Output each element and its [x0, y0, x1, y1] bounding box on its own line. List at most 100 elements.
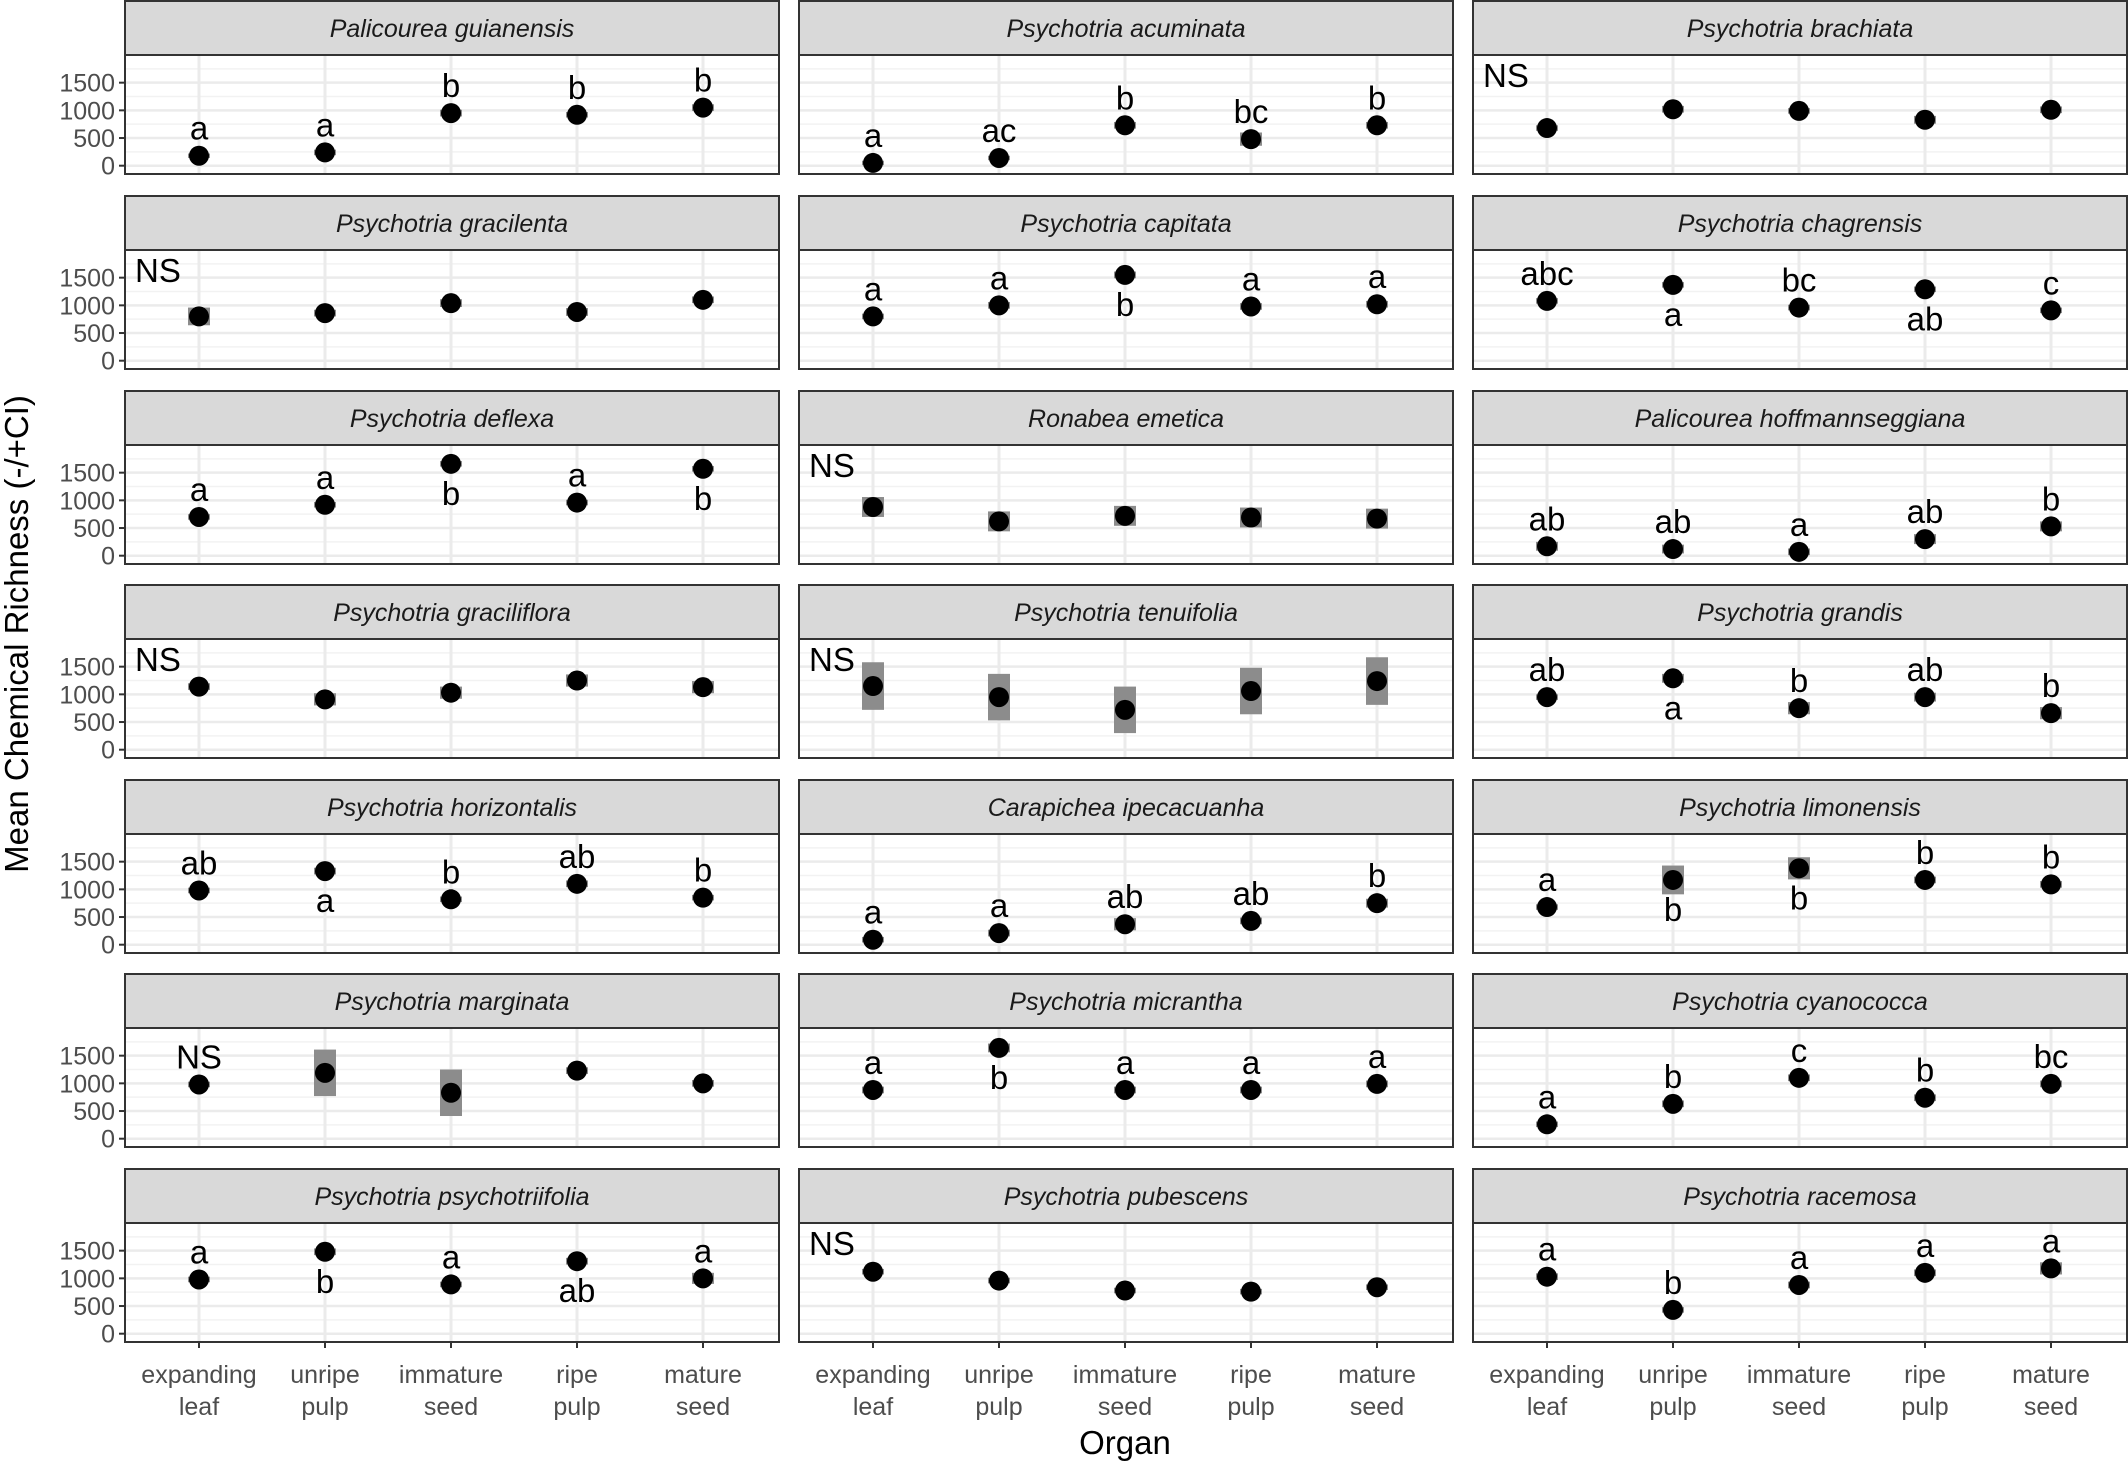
facet-title: Psychotria chagrensis: [1678, 210, 1923, 238]
significance-letter: a: [864, 1044, 883, 1081]
x-tick-label-line: immature: [1073, 1361, 1177, 1389]
significance-letter: a: [1538, 1078, 1557, 1115]
significance-letter: a: [864, 270, 883, 307]
significance-letter: a: [1368, 258, 1387, 295]
x-axis-title: Organ: [1079, 1424, 1171, 1461]
data-point: [315, 1241, 335, 1262]
panel-border: [1472, 249, 2128, 370]
panel-border: [1472, 638, 2128, 759]
x-tick-label: unripe pulp: [964, 1361, 1034, 1421]
data-point: [693, 458, 713, 479]
significance-letter: a: [864, 894, 883, 931]
panel-border: [798, 444, 1454, 565]
x-tick-label: immature seed: [1747, 1361, 1851, 1421]
data-point: [863, 152, 883, 173]
facet-panel: Psychotria micrantha a b a a a: [798, 973, 1454, 1148]
significance-letter: ab: [1107, 878, 1144, 915]
data-point: [693, 97, 713, 118]
data-point: [693, 677, 713, 698]
data-point: [189, 306, 209, 327]
data-point: [1241, 1281, 1261, 1302]
significance-letter: b: [1116, 79, 1134, 116]
panel-border: [124, 833, 780, 954]
significance-letter: NS: [809, 641, 855, 678]
significance-letter: ab: [1907, 300, 1944, 337]
y-tick-label: 500: [73, 904, 115, 932]
significance-letter: a: [316, 882, 335, 919]
x-tick-label-line: ripe: [1230, 1361, 1272, 1389]
y-tick-label: 1000: [59, 487, 115, 515]
significance-letter: ab: [559, 1272, 596, 1309]
significance-letter: b: [2042, 480, 2060, 517]
significance-letter: b: [1664, 1264, 1682, 1301]
data-point: [1663, 1299, 1683, 1320]
significance-letter: a: [990, 887, 1009, 924]
significance-letter: a: [190, 110, 209, 147]
y-tick-label: 1500: [59, 460, 115, 488]
significance-letter: c: [2043, 264, 2060, 301]
x-tick-label: immature seed: [399, 1361, 503, 1421]
x-tick-label-line: unripe: [964, 1361, 1034, 1389]
significance-letter: a: [1368, 1038, 1387, 1075]
facet-title: Ronabea emetica: [1028, 405, 1224, 433]
facet-strip: [124, 584, 780, 640]
x-tick-label: mature seed: [2012, 1361, 2090, 1421]
y-tick-label: 1000: [59, 292, 115, 320]
x-tick-label: mature seed: [664, 1361, 742, 1421]
significance-letter: a: [568, 457, 587, 494]
data-point: [863, 496, 883, 517]
data-point: [567, 873, 587, 894]
x-tick-label-line: mature: [664, 1361, 742, 1389]
facet-panel: Psychotria racemosa a b a a a expanding leaf unr…: [1472, 1168, 2128, 1421]
facet-title: Psychotria tenuifolia: [1014, 599, 1238, 627]
y-tick-label: 500: [73, 1293, 115, 1321]
data-point: [1115, 914, 1135, 935]
facet-strip: [124, 1168, 780, 1224]
significance-letter: ac: [982, 112, 1017, 149]
x-tick-label-line: pulp: [301, 1393, 348, 1421]
data-point: [1367, 671, 1387, 692]
facet-title: Psychotria psychotriifolia: [314, 1183, 589, 1211]
x-tick-label-line: expanding: [815, 1361, 930, 1389]
data-point: [989, 511, 1009, 532]
data-point: [1537, 290, 1557, 311]
y-tick-label: 1000: [59, 876, 115, 904]
y-tick-label: 1000: [59, 97, 115, 125]
y-tick-label: 1500: [59, 1238, 115, 1266]
data-point: [567, 104, 587, 125]
significance-letter: a: [1790, 1239, 1809, 1276]
data-point: [441, 1274, 461, 1295]
y-tick-label: 0: [101, 543, 115, 571]
data-point: [1241, 681, 1261, 702]
facet-title: Psychotria graciliflora: [333, 599, 571, 627]
panel-border: [798, 249, 1454, 370]
facet-strip: [1472, 973, 2128, 1029]
data-point: [1789, 1274, 1809, 1295]
data-point: [567, 492, 587, 513]
data-point: [2041, 1258, 2061, 1279]
data-point: [989, 1037, 1009, 1058]
x-tick-label-line: pulp: [1901, 1393, 1948, 1421]
x-tick-label-line: seed: [676, 1393, 730, 1421]
y-tick-label: 0: [101, 1126, 115, 1154]
data-point: [189, 1074, 209, 1095]
facet-panel: Psychotria limonensis a b b b b: [1472, 779, 2128, 954]
data-point: [315, 303, 335, 324]
x-tick-label: immature seed: [1073, 1361, 1177, 1421]
facet-panel: Psychotria capitata a a b a a: [798, 195, 1454, 370]
data-point: [1663, 539, 1683, 560]
facet-title: Psychotria gracilenta: [336, 210, 568, 238]
data-point: [2041, 703, 2061, 724]
significance-letter: ab: [1907, 651, 1944, 688]
facet-panel: Psychotria psychotriifoliaabaaba05001000…: [59, 1168, 780, 1421]
significance-letter: ab: [1233, 875, 1270, 912]
data-point: [1115, 505, 1135, 526]
significance-letter: NS: [135, 641, 181, 678]
